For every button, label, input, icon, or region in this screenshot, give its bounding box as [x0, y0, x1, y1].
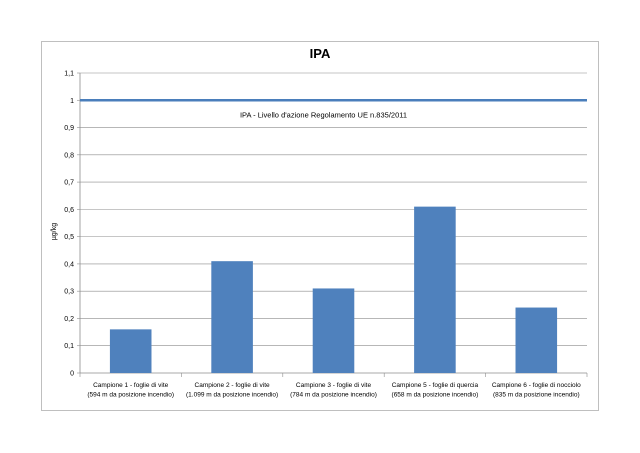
bar [515, 307, 558, 373]
y-tick-label: 1 [70, 98, 74, 105]
y-tick-label: 0,2 [64, 316, 74, 323]
bar [109, 329, 152, 373]
bar [414, 206, 456, 373]
x-category-label: (658 m da posizione incendio) [392, 392, 479, 399]
reference-line-label: IPA - Livello d'azione Regolamento UE n.… [240, 110, 407, 119]
y-tick-label: 0,6 [64, 207, 74, 214]
bar [312, 288, 355, 373]
x-category-label: (835 m da posizione incendio) [493, 392, 580, 399]
y-tick-label: 0,9 [64, 125, 74, 132]
y-tick-label: 0,8 [64, 152, 74, 159]
y-tick-label: 0,7 [64, 180, 74, 187]
x-category-label: Campione 1 - foglie di vite [93, 382, 169, 389]
y-tick-label: 0,1 [64, 343, 74, 350]
x-category-label: (594 m da posizione incendio) [87, 392, 174, 399]
x-category-label: Campione 3 - foglie di vite [296, 382, 372, 389]
x-category-label: (784 m da posizione incendio) [290, 392, 377, 399]
x-category-label: Campione 2 - foglie di vite [195, 382, 271, 389]
x-category-label: Campione 5 - foglie di quercia [392, 382, 479, 389]
y-tick-label: 0,5 [64, 234, 74, 241]
chart-title: IPA [309, 46, 331, 61]
y-tick-label: 0,3 [64, 289, 74, 296]
y-tick-label: 0 [70, 371, 74, 378]
x-category-label: Campione 6 - foglie di nocciolo [492, 382, 581, 389]
x-category-label: (1.099 m da posizione incendio) [186, 392, 278, 399]
bar [211, 261, 253, 373]
y-tick-label: 0,4 [64, 261, 74, 268]
y-tick-label: 1,1 [64, 71, 74, 78]
